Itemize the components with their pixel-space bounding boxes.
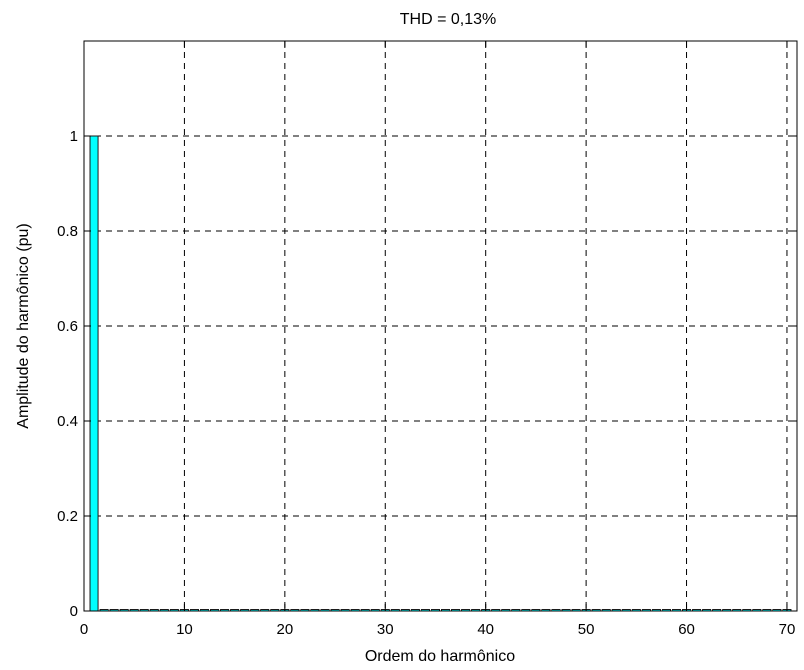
y-tick-label: 0.8 (57, 223, 78, 240)
x-tick-label: 60 (678, 621, 695, 638)
x-tick-label: 30 (377, 621, 394, 638)
x-tick-label: 20 (277, 621, 294, 638)
x-tick-label: 50 (578, 621, 595, 638)
x-tick-label: 10 (176, 621, 193, 638)
x-axis-label: Ordem do harmônico (365, 648, 515, 665)
y-axis-ticks: 0 0.2 0.4 0.6 0.8 1 (57, 128, 797, 620)
y-tick-label: 1 (70, 128, 78, 145)
y-axis-label: Amplitude do harmônico (pu) (15, 223, 32, 428)
y-tick-label: 0.2 (57, 508, 78, 525)
y-tick-label: 0 (70, 603, 78, 620)
chart-title: THD = 0,13% (400, 11, 496, 28)
bars (89, 135, 792, 612)
x-tick-label: 70 (779, 621, 796, 638)
x-tick-label: 40 (477, 621, 494, 638)
x-tick-label: 0 (80, 621, 88, 638)
y-tick-label: 0.4 (57, 413, 78, 430)
y-tick-label: 0.6 (57, 318, 78, 335)
grid (84, 41, 797, 611)
bar (89, 135, 99, 612)
x-axis-ticks: 0 10 20 30 40 50 60 70 (80, 41, 795, 638)
